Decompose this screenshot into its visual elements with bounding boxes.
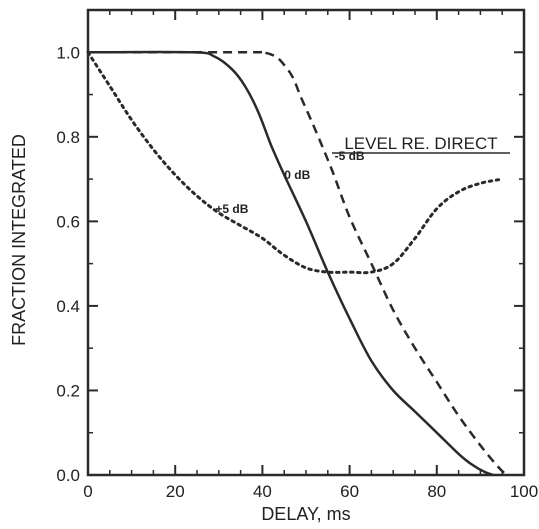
series-layer bbox=[86, 50, 508, 477]
x-axis-ticks: 0 20 40 60 80 100 bbox=[83, 10, 538, 501]
x-tick-label: 80 bbox=[427, 482, 446, 501]
series-line bbox=[88, 50, 508, 476]
y-axis-ticks: 0.0 0.2 0.4 0.6 0.8 1.0 bbox=[56, 43, 524, 485]
y-axis-label: FRACTION INTEGRATED bbox=[9, 134, 29, 346]
y-tick-label: 0.6 bbox=[56, 212, 80, 231]
x-axis-label: DELAY, ms bbox=[261, 504, 350, 524]
x-tick-label: 60 bbox=[340, 482, 359, 501]
y-tick-label: 0.2 bbox=[56, 381, 80, 400]
x-tick-label: 100 bbox=[510, 482, 538, 501]
x-tick-label: 40 bbox=[253, 482, 272, 501]
plot-area-frame bbox=[86, 8, 526, 477]
y-tick-label: 0.0 bbox=[56, 466, 80, 485]
series-line bbox=[87, 50, 494, 477]
x-tick-label: 20 bbox=[166, 482, 185, 501]
y-tick-label: 1.0 bbox=[56, 43, 80, 62]
series-line bbox=[86, 50, 504, 275]
legend-title: LEVEL RE. DIRECT bbox=[344, 134, 497, 153]
series-annotation: +5 dB bbox=[215, 202, 248, 216]
x-tick-label: 0 bbox=[83, 482, 92, 501]
annotation-layer: 0 dB-5 dB+5 dB bbox=[215, 149, 365, 216]
y-tick-label: 0.8 bbox=[56, 128, 80, 147]
series-annotation: 0 dB bbox=[284, 168, 310, 182]
y-tick-label: 0.4 bbox=[56, 297, 80, 316]
